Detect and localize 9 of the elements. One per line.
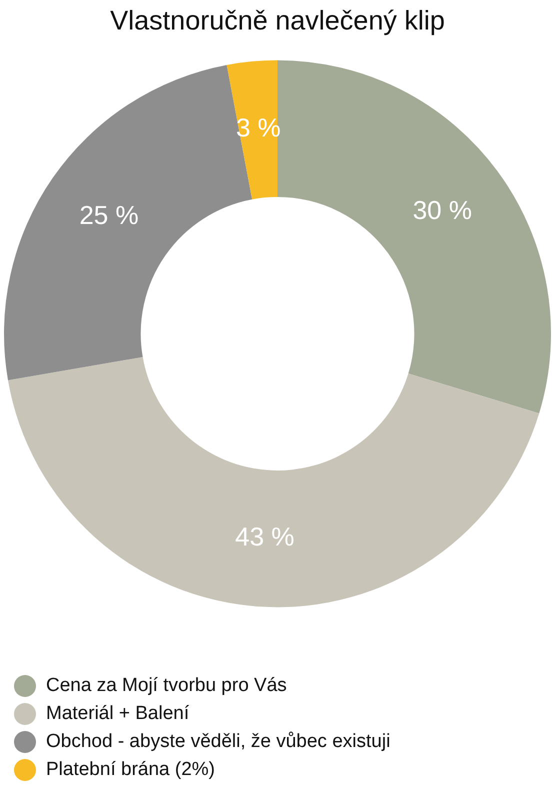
legend-label: Materiál + Balení (46, 703, 190, 725)
data-label: 43 % (235, 522, 294, 552)
legend-label: Platební brána (2%) (46, 759, 215, 781)
legend-label: Cena za Mojí tvorbu pro Vás (46, 675, 287, 697)
data-label: 30 % (412, 194, 472, 225)
chart-title: Vlastnoručně navlečený klip (110, 6, 445, 36)
data-label: 25 % (79, 200, 139, 230)
data-label: 3 % (236, 112, 281, 143)
legend-label: Obchod - abyste věděli, že vůbec existuji (46, 731, 390, 753)
